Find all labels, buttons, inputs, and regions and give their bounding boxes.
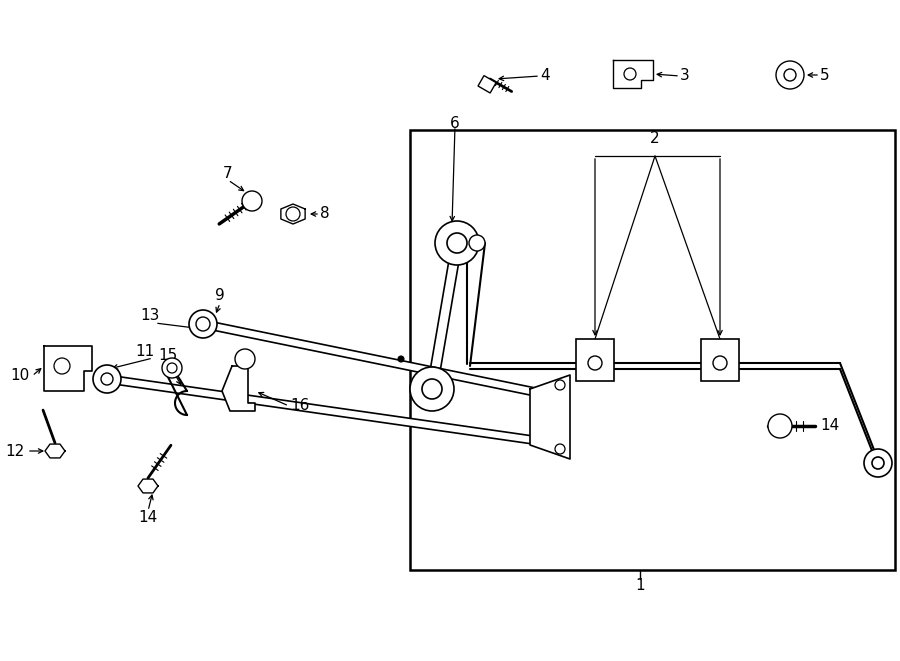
Text: 7: 7 [223,165,233,180]
Polygon shape [530,375,570,459]
Circle shape [469,235,485,251]
Bar [701,339,739,381]
Text: 15: 15 [158,348,177,364]
Polygon shape [45,444,65,458]
Circle shape [713,356,727,370]
Circle shape [872,457,884,469]
Text: 14: 14 [139,510,158,525]
Text: 11: 11 [135,344,155,358]
Text: 13: 13 [140,309,159,323]
Circle shape [398,356,404,362]
Circle shape [54,358,70,374]
Circle shape [167,363,177,373]
Circle shape [768,414,792,438]
Polygon shape [281,204,305,224]
Text: 8: 8 [320,206,329,221]
Circle shape [101,373,113,385]
Polygon shape [222,366,255,411]
Circle shape [242,191,262,211]
Circle shape [235,349,255,369]
Text: 4: 4 [540,69,550,83]
Bar [576,339,614,381]
Circle shape [624,68,636,80]
Text: 9: 9 [215,288,225,303]
Circle shape [162,358,182,378]
Text: 14: 14 [820,418,839,434]
Circle shape [555,444,565,454]
Circle shape [410,367,454,411]
Polygon shape [428,242,462,390]
Circle shape [435,221,479,265]
Circle shape [189,310,217,338]
Polygon shape [44,346,92,391]
Circle shape [422,379,442,399]
Text: 16: 16 [290,399,310,414]
Bar [478,75,496,93]
Circle shape [776,61,804,89]
Text: 5: 5 [820,67,830,83]
Text: 2: 2 [650,131,660,146]
Polygon shape [106,375,541,445]
Polygon shape [138,479,158,493]
Text: 10: 10 [11,368,30,383]
Circle shape [286,207,300,221]
Circle shape [196,317,210,331]
Bar [410,130,895,570]
Polygon shape [613,60,653,88]
Circle shape [864,449,892,477]
Circle shape [93,365,121,393]
Text: 6: 6 [450,116,460,131]
Circle shape [784,69,796,81]
Circle shape [555,380,565,390]
Text: 1: 1 [635,578,644,594]
Circle shape [588,356,602,370]
Circle shape [447,233,467,253]
Polygon shape [202,320,541,397]
Text: 12: 12 [5,444,24,459]
Text: 3: 3 [680,69,689,83]
